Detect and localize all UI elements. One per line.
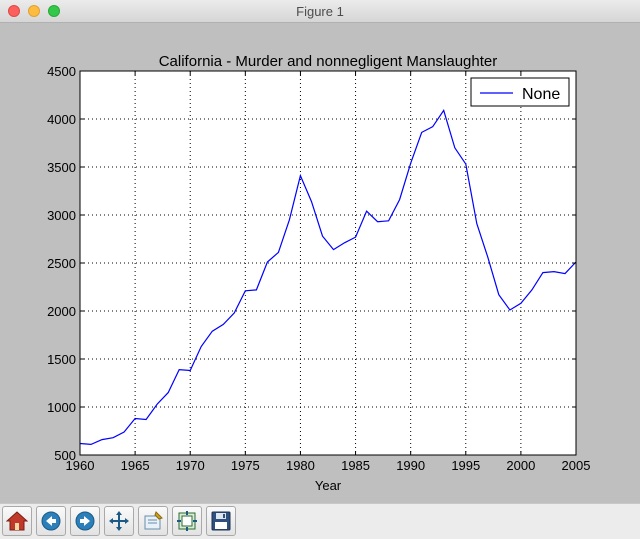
x-tick-label: 2005 [562,458,591,473]
home-button[interactable] [2,506,32,536]
home-icon [6,511,28,531]
y-tick-label: 2500 [47,256,76,271]
move-icon [109,511,129,531]
zoom-rect-icon [144,511,163,530]
y-tick-label: 4000 [47,112,76,127]
subplots-button[interactable] [172,506,202,536]
x-tick-label: 1980 [286,458,315,473]
x-tick-label: 1985 [341,458,370,473]
plot-svg: 1960 1965 1970 1975 1980 1985 1990 1995 2000 2005… [47,53,590,493]
y-tick-label: 3500 [47,160,76,175]
legend-box [470,77,570,107]
close-window-button[interactable] [8,5,20,17]
y-tick-label: 500 [54,448,76,463]
x-tick-label: 1965 [121,458,150,473]
y-tick-label: 1000 [47,400,76,415]
minimize-window-button[interactable] [28,5,40,17]
maximize-window-button[interactable] [48,5,60,17]
window-title: Figure 1 [296,4,344,19]
x-tick-label: 1970 [176,458,205,473]
x-tick-label: 2000 [506,458,535,473]
grid [80,71,576,455]
forward-arrow-icon [75,511,95,531]
series-line [79,109,577,446]
floppy-icon [211,511,231,531]
y-tick-label: 4500 [47,64,76,79]
figure-canvas[interactable]: 1960 1965 1970 1975 1980 1985 1990 1995 2000 2005… [0,23,640,503]
y-tick-label: 3000 [47,208,76,223]
x-tick-label: 1960 [66,458,95,473]
legend-label: None [522,86,560,103]
title-bar: Figure 1 [0,0,640,23]
x-axis-label: Year [315,478,342,493]
subplots-icon [177,511,197,531]
pan-button[interactable] [104,506,134,536]
x-tick-label: 1975 [231,458,260,473]
back-arrow-icon [41,511,61,531]
zoom-button[interactable] [138,506,168,536]
legend: None [470,77,570,107]
forward-button[interactable] [70,506,100,536]
x-tick-label: 1990 [396,458,425,473]
save-button[interactable] [206,506,236,536]
back-button[interactable] [36,506,66,536]
axis-ticks: 1960 1965 1970 1975 1980 1985 1990 1995 2000 2005… [47,64,590,473]
x-tick-label: 1995 [451,458,480,473]
y-tick-label: 2000 [47,304,76,319]
chart-title: California - Murder and nonnegligent Man… [159,53,498,70]
y-tick-label: 1500 [47,352,76,367]
navigation-toolbar [0,503,640,539]
